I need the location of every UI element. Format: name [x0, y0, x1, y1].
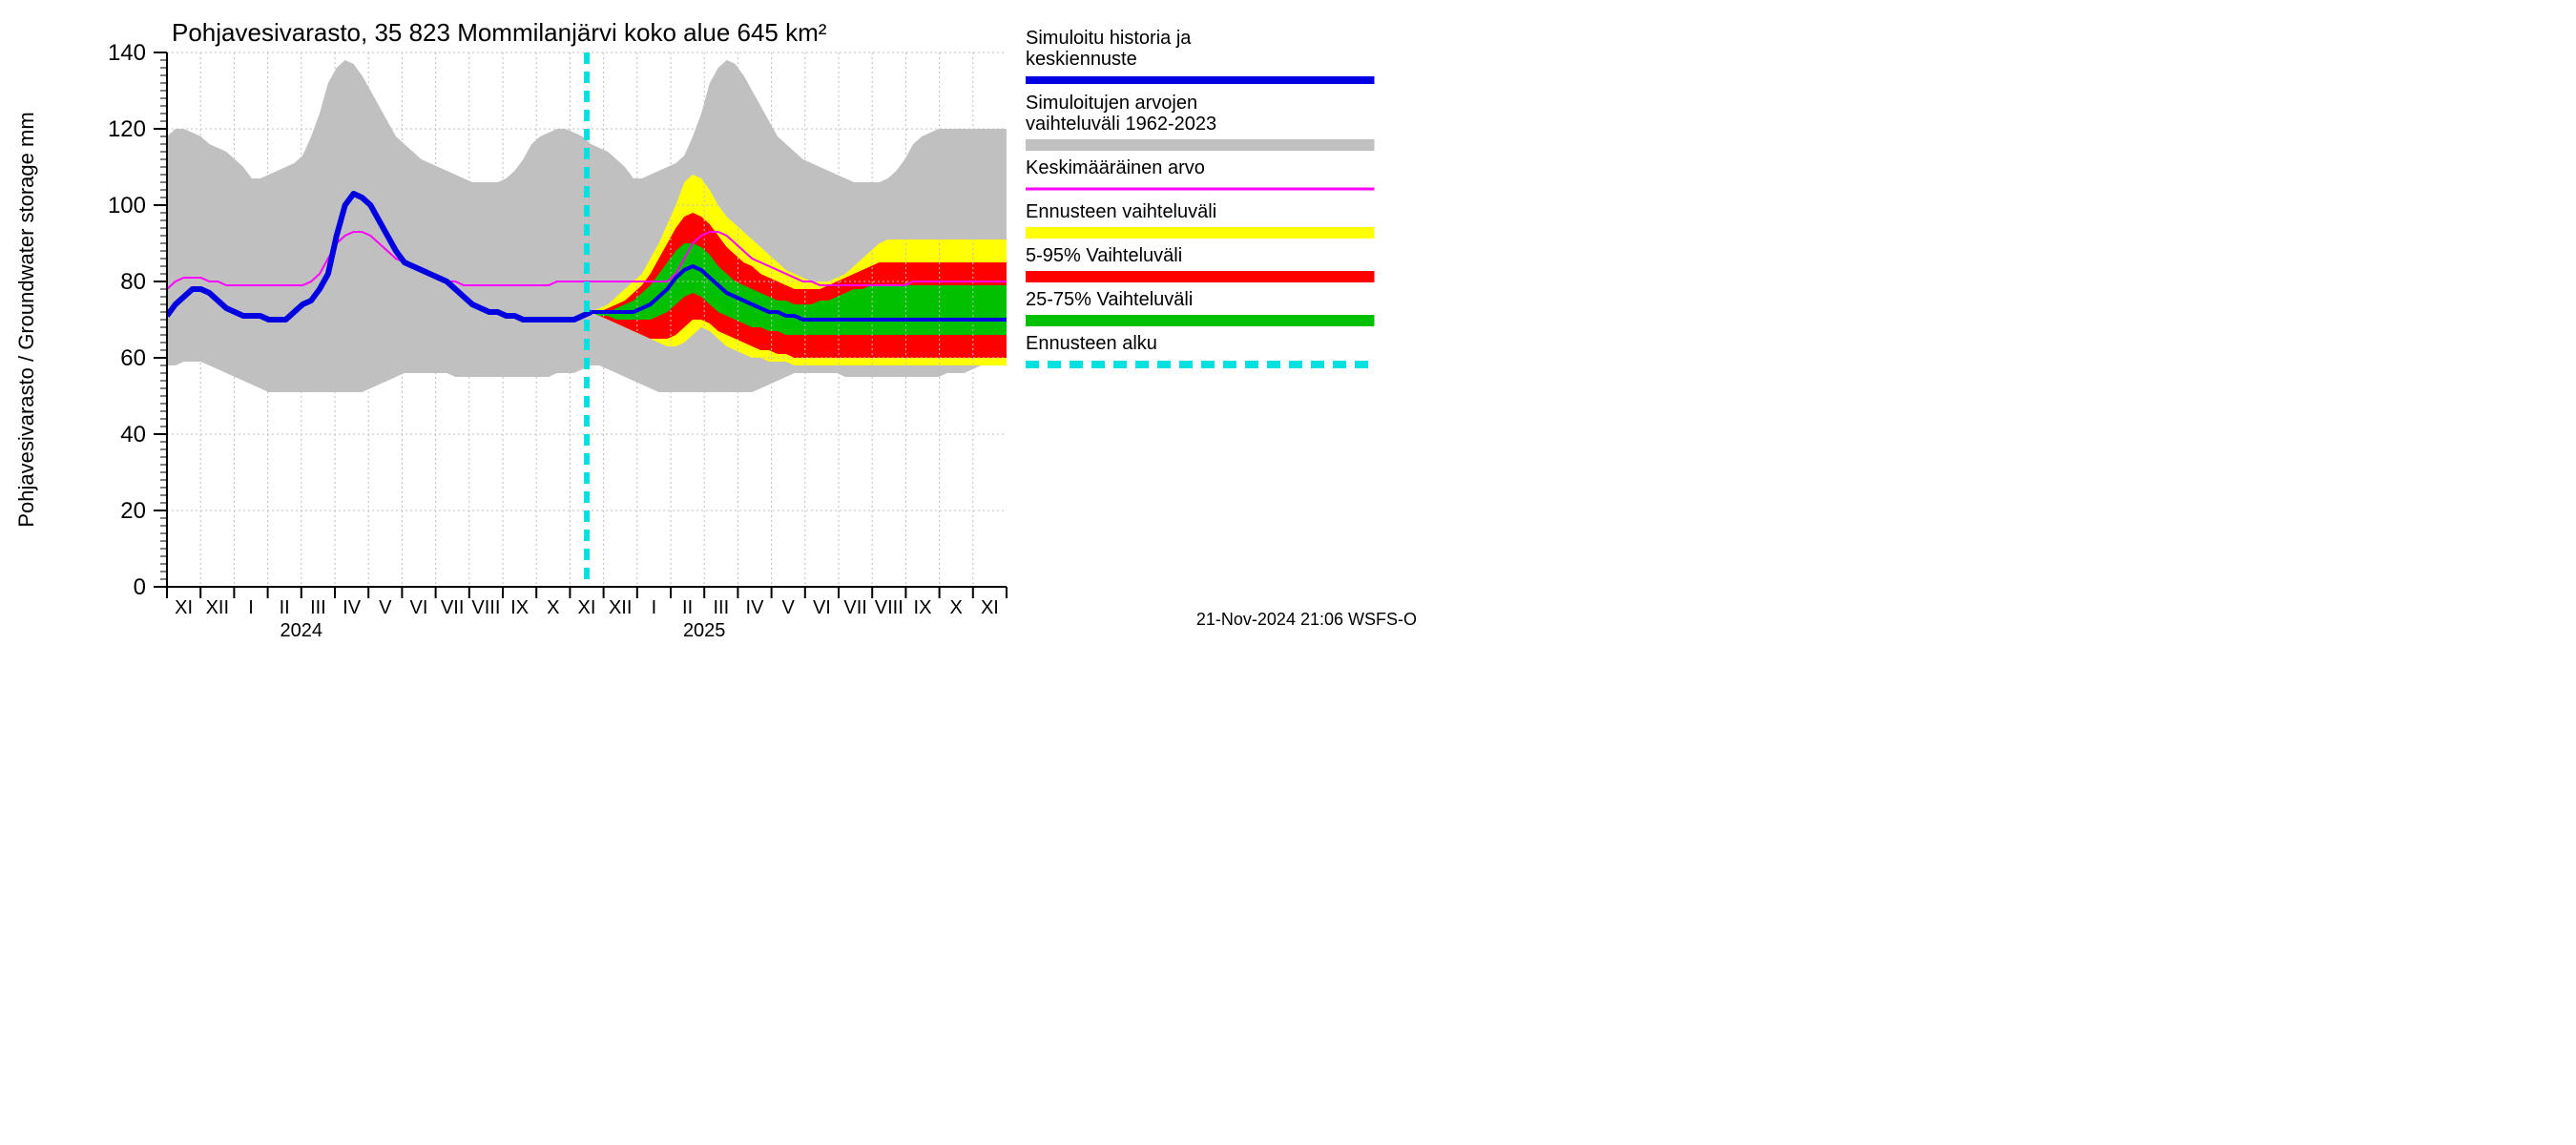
y-axis-label: Pohjavesivarasto / Groundwater storage m…: [14, 112, 38, 527]
x-month-label: VI: [410, 597, 428, 618]
y-tick-label: 100: [108, 193, 146, 219]
y-tick-label: 0: [134, 574, 146, 600]
footer-timestamp: 21-Nov-2024 21:06 WSFS-O: [1196, 610, 1417, 629]
legend-swatch: [1026, 315, 1375, 326]
y-tick-label: 40: [120, 422, 146, 448]
legend-swatch: [1026, 227, 1375, 239]
x-month-label: I: [652, 597, 657, 618]
y-tick-label: 120: [108, 116, 146, 142]
legend-label: 5-95% Vaihteluväli: [1026, 245, 1182, 266]
x-month-label: IX: [510, 597, 529, 618]
y-tick-label: 20: [120, 498, 146, 524]
chart-title: Pohjavesivarasto, 35 823 Mommilanjärvi k…: [172, 18, 827, 47]
legend-swatch: [1026, 139, 1375, 151]
x-month-label: V: [782, 597, 796, 618]
legend-label: 25-75% Vaihteluväli: [1026, 289, 1193, 310]
x-month-label: VIII: [471, 597, 500, 618]
x-month-label: XI: [578, 597, 596, 618]
x-month-label: VII: [843, 597, 866, 618]
x-month-label: XII: [206, 597, 229, 618]
x-month-label: II: [280, 597, 290, 618]
x-month-label: VIII: [875, 597, 904, 618]
x-month-label: X: [950, 597, 963, 618]
legend-swatch: [1026, 271, 1375, 282]
x-month-label: VII: [441, 597, 464, 618]
legend-label: vaihteluväli 1962-2023: [1026, 114, 1216, 135]
x-month-label: II: [682, 597, 693, 618]
groundwater-forecast-chart: 020406080100120140XIXIIIIIIIIIVVVIVIIVII…: [0, 0, 1431, 636]
x-month-label: XII: [609, 597, 632, 618]
legend-label: Keskimääräinen arvo: [1026, 157, 1205, 178]
x-month-label: XI: [175, 597, 193, 618]
y-tick-label: 140: [108, 40, 146, 66]
x-month-label: IX: [914, 597, 932, 618]
x-year-label: 2025: [683, 620, 726, 636]
x-month-label: III: [713, 597, 729, 618]
x-month-label: IV: [746, 597, 765, 618]
x-month-label: IV: [343, 597, 362, 618]
y-tick-label: 80: [120, 269, 146, 295]
x-month-label: V: [379, 597, 392, 618]
x-month-label: VI: [813, 597, 831, 618]
x-month-label: III: [310, 597, 326, 618]
x-month-label: X: [547, 597, 559, 618]
legend-label: keskiennuste: [1026, 49, 1137, 70]
legend-label: Simuloitujen arvojen: [1026, 93, 1197, 114]
x-month-label: I: [248, 597, 254, 618]
legend-label: Simuloitu historia ja: [1026, 28, 1192, 49]
x-month-label: XI: [981, 597, 999, 618]
chart-svg: 020406080100120140XIXIIIIIIIIIVVVIVIIVII…: [0, 0, 1431, 636]
y-tick-label: 60: [120, 345, 146, 371]
x-year-label: 2024: [280, 620, 323, 636]
legend-label: Ennusteen vaihteluväli: [1026, 201, 1216, 222]
legend-label: Ennusteen alku: [1026, 333, 1157, 354]
